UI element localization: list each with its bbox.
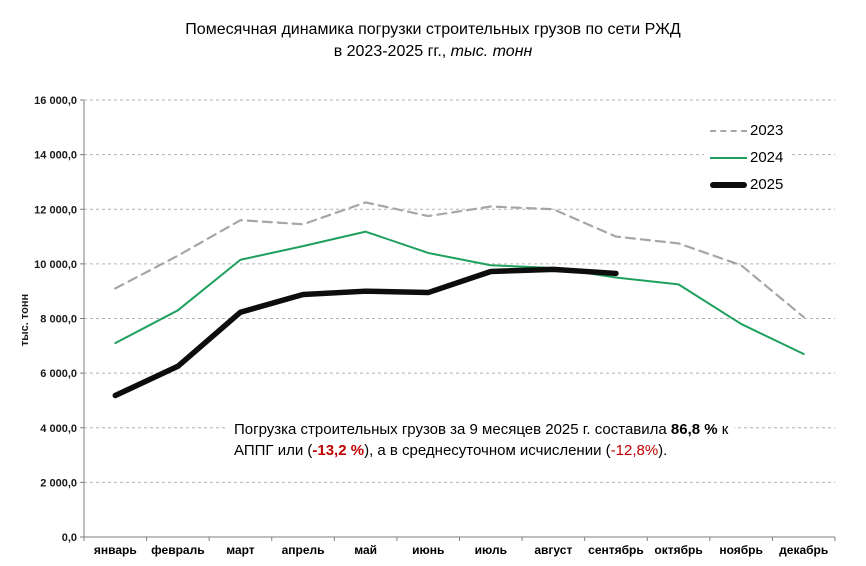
y-tick-label: 0,0 <box>62 532 77 544</box>
chart-title-line2-prefix: в 2023-2025 гг., <box>333 43 451 60</box>
annotation-line2-part2: ), а в среднесуточном исчислении ( <box>364 442 611 459</box>
month-label: январь <box>94 543 137 557</box>
month-label: апрель <box>282 543 325 557</box>
series-line-2025 <box>112 266 619 399</box>
legend-label-2024: 2024 <box>750 149 784 166</box>
series-line-2024 <box>114 230 805 356</box>
y-tick-label: 8 000,0 <box>40 314 77 326</box>
y-tick-label: 4 000,0 <box>40 423 77 435</box>
chart-title-line2: в 2023-2025 гг., тыс. тонн <box>0 41 866 63</box>
month-label: декабрь <box>779 543 828 557</box>
chart-title-line1: Помесячная динамика погрузки строительны… <box>185 21 681 38</box>
annotation-line2-part1: АППГ или ( <box>234 442 313 459</box>
annotation-text: Погрузка строительных грузов за 9 месяце… <box>228 418 735 462</box>
y-tick-label: 2 000,0 <box>40 477 77 489</box>
series-line-2023 <box>114 201 805 319</box>
legend-label-2025: 2025 <box>750 176 784 193</box>
y-tick-label: 12 000,0 <box>34 204 77 216</box>
month-label: июнь <box>412 543 444 557</box>
legend-item-2024: 2024 <box>710 144 783 171</box>
y-tick-label: 14 000,0 <box>34 150 77 162</box>
annotation-line1-value: 86,8 % <box>670 421 718 438</box>
y-tick-label: 6 000,0 <box>40 368 77 380</box>
y-tick-label: 10 000,0 <box>34 259 77 271</box>
annotation-line1-text: Погрузка строительных грузов за 9 месяце… <box>234 421 671 438</box>
legend-item-2025: 2025 <box>710 171 783 198</box>
legend-label-2023: 2023 <box>750 122 784 139</box>
legend: 2023 2024 2025 <box>704 116 790 199</box>
chart-title: Помесячная динамика погрузки строительны… <box>0 19 866 63</box>
month-label: сентябрь <box>588 543 644 557</box>
legend-item-2023: 2023 <box>710 117 783 144</box>
month-label: февраль <box>151 543 204 557</box>
month-label: август <box>534 543 572 557</box>
chart-title-line2-units: тыс. тонн <box>450 43 533 60</box>
annotation-line1: Погрузка строительных грузов за 9 месяце… <box>234 419 728 440</box>
month-label: ноябрь <box>719 543 763 557</box>
y-tick-label: 16 000,0 <box>34 95 77 107</box>
month-label: май <box>354 543 377 557</box>
annotation-line2: АППГ или (-13,2 %), а в среднесуточном и… <box>234 440 728 461</box>
annotation-line1-suffix: к <box>717 421 729 438</box>
annotation-line2-red-value: -12,8% <box>610 442 659 459</box>
y-axis-title: тыс. тонн <box>19 294 31 346</box>
month-label: март <box>226 543 255 557</box>
legend-swatch-2024-green-line <box>710 156 747 159</box>
annotation-line2-part3: ). <box>658 442 668 459</box>
legend-swatch-2023-dashed-line <box>710 129 747 132</box>
month-label: июль <box>475 543 507 557</box>
annotation-line2-bold-red-value: -13,2 % <box>312 442 365 459</box>
month-label: октябрь <box>654 543 702 557</box>
legend-swatch-2025-black-line <box>710 181 747 188</box>
